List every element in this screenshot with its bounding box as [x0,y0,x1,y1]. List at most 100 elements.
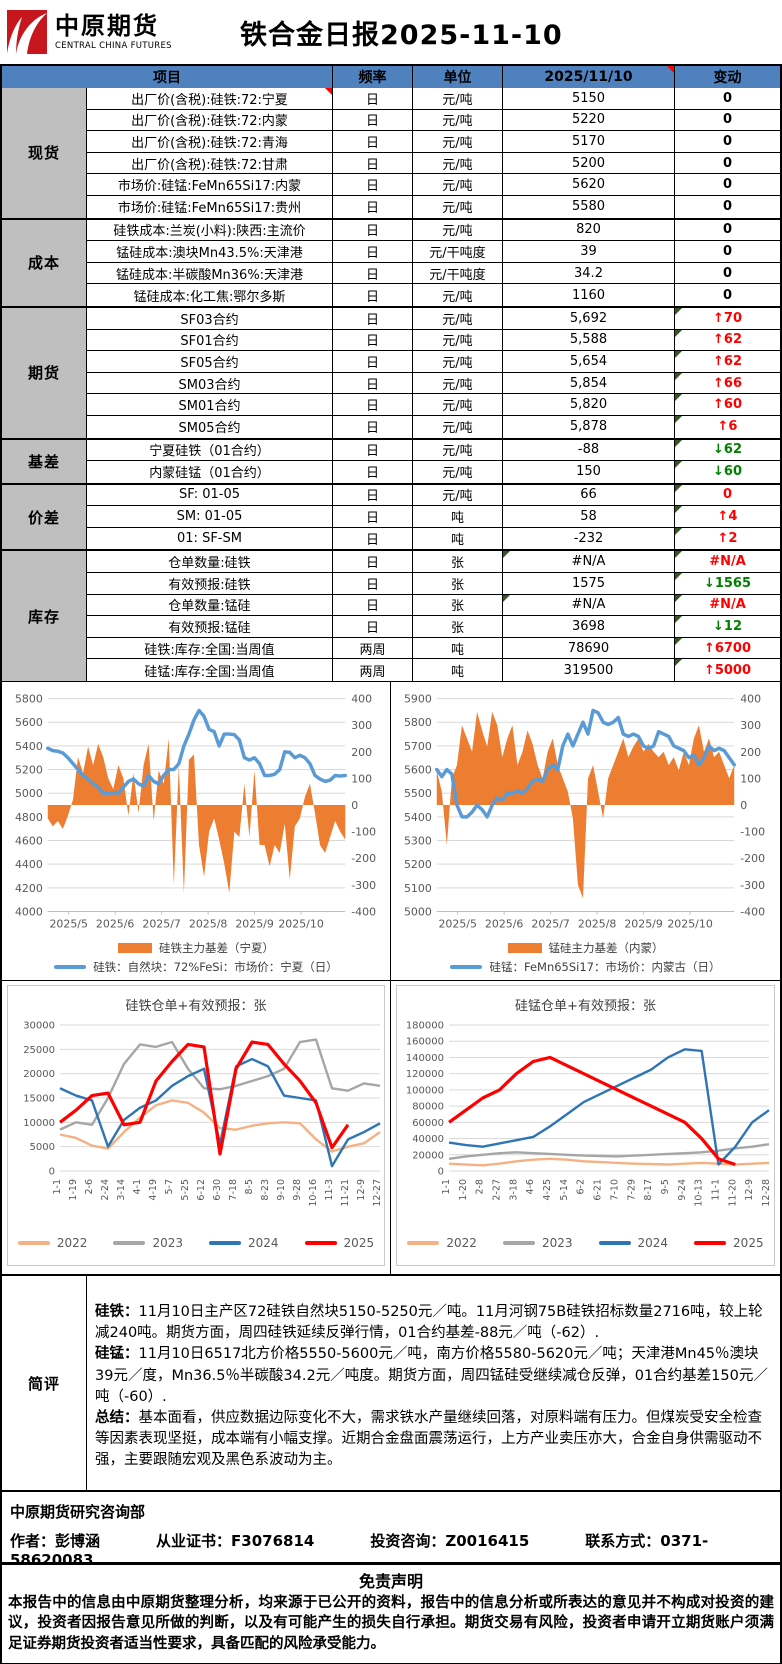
change-cell: 0 [722,222,733,238]
change-cell: 0 [722,199,733,215]
unit-cell: 元/吨 [413,394,503,415]
svg-text:0: 0 [49,1167,55,1178]
table-group: 期货 SF03合约日元/吨 5,692 ↑70 SF01合约日元/吨 5,588 ↑62 SF… [2,307,780,440]
svg-text:4400: 4400 [15,858,43,871]
legend-swatch-icon [304,1241,337,1246]
table-row: 出厂价(含税):硅铁:72:内蒙日元/吨 5220 0 [87,109,780,132]
svg-text:3-18: 3-18 [508,1179,519,1201]
svg-text:15000: 15000 [23,1094,55,1105]
table-group: 价差 SF: 01-05 日元/吨 66 0 SM: 01-05 日吨 58 ↑4 01: SF-… [2,484,780,552]
unit-cell: 元/吨 [413,109,503,131]
frequency-cell: 日 [333,484,413,506]
table-header: 项目 频率 单位 2025/11/10 变动 [2,66,780,88]
svg-text:120000: 120000 [406,1069,444,1080]
frequency-cell: 日 [333,551,413,573]
svg-text:0: 0 [351,799,358,812]
comment-paragraph: 总结：基本面看，供应数据边际变化不大，需求铁水产量继续回落，对原料端有压力。但煤… [95,1409,762,1469]
svg-text:100000: 100000 [406,1085,444,1096]
value-cell: 1160 [503,284,675,306]
value-cell: 34.2 [503,262,675,284]
svg-text:9-28: 9-28 [292,1179,303,1201]
change-cell: ↓62 [675,439,780,461]
item-cell: SM: 01-05 [87,506,333,527]
table-row: 有效预报:硅铁日张 1575 ↓1565 [87,573,780,595]
svg-text:6-21: 6-21 [593,1179,604,1201]
change-cell: ↑6 [675,415,780,438]
unit-cell: 元/吨 [413,484,503,506]
sm-warrants-chart-plot: 0 20000 40000 60000 80000 100000 120000 140000 1… [406,1021,772,1207]
change-cell: 0 [675,484,780,506]
table-row: 01: SF-SM 日吨 -232 ↑2 [87,527,780,550]
svg-text:11-21: 11-21 [340,1179,351,1207]
table-row: SM01合约日元/吨 5,820 ↑60 [87,394,780,416]
frequency-cell: 日 [333,527,413,550]
svg-text:5800: 5800 [404,716,432,729]
svg-text:80000: 80000 [412,1102,444,1113]
frequency-cell: 日 [333,394,413,415]
svg-text:11-20: 11-20 [727,1179,738,1207]
frequency-cell: 日 [333,109,413,131]
legend-entry: 2024 [209,1236,279,1250]
table-row: 仓单数量:硅铁日张 #N/A #N/A [87,551,780,574]
frequency-cell: 日 [333,131,413,152]
change-cell: 0 [722,177,733,193]
sf-warrants-title: 硅铁仓单+有效预报：张 [125,999,267,1015]
svg-text:-300: -300 [351,879,376,892]
svg-text:5-14: 5-14 [559,1179,570,1201]
legend-label: 2024 [637,1236,669,1251]
unit-cell: 元/吨 [413,88,503,109]
svg-text:2025/7: 2025/7 [142,917,181,930]
table-row: 硅铁成本:兰炭(小料):陕西:主流价日元/吨 820 0 [87,219,780,242]
svg-text:6-12: 6-12 [196,1179,207,1201]
sm-basis-legend: 锰硅主力基差（内蒙） 硅锰：FeMn65Si17：市场价：内蒙古（日） [391,940,780,975]
legend-label: 硅铁：自然块：72%FeSi：市场价：宁夏（日） [93,960,338,975]
svg-text:12-9: 12-9 [744,1179,755,1201]
table-row: SF: 01-05 日元/吨 66 0 [87,484,780,507]
unit-cell: 元/干吨度 [413,241,503,262]
chart-sm-basis: 5000 5100 5200 5300 5400 5500 5600 5700 5800 5900… [391,682,780,982]
value-cell: #N/A [503,551,675,573]
svg-text:1-1: 1-1 [52,1179,63,1195]
unit-cell: 元/吨 [413,195,503,218]
value-cell: 5,820 [503,394,675,415]
sf-warrants-chart-plot: 0 5000 10000 15000 20000 25000 30000 1-1 1-19 2-6… [23,1021,383,1207]
value-cell: 5220 [503,109,675,131]
charts-grid: 4000 4200 4400 4600 4800 5000 5200 5400 5600 5800… [2,681,780,1275]
svg-text:1-19: 1-19 [68,1179,79,1201]
column-header-date: 2025/11/10 [503,66,675,88]
change-cell: ↑62 [675,329,780,351]
svg-text:5600: 5600 [15,716,43,729]
item-cell: 硅锰:库存:全国:当周值 [87,659,333,682]
svg-text:60000: 60000 [412,1118,444,1129]
table-group: 成本 硅铁成本:兰炭(小料):陕西:主流价日元/吨 820 0 锰硅成本:澳块Mn43.… [2,219,780,308]
svg-text:20000: 20000 [412,1150,444,1161]
svg-text:2025/10: 2025/10 [278,917,323,930]
value-cell: 5170 [503,131,675,152]
report-header: 中原期货 CENTRAL CHINA FUTURES 铁合金日报2025-11-… [0,0,782,64]
svg-text:5400: 5400 [15,740,43,753]
svg-text:5000: 5000 [15,787,43,800]
svg-text:6-2: 6-2 [576,1179,587,1195]
group-label: 基差 [2,439,87,483]
legend-entry: 2022 [407,1236,477,1250]
sf-basis-chart-plot: 4000420044004600480050005200540056005800… [15,693,376,931]
svg-text:2025/5: 2025/5 [438,917,476,930]
value-cell: 5620 [503,174,675,195]
change-cell: 0 [722,155,733,171]
disclaimer: 免责声明 本报告中的信息由中原期货整理分析，均来源于已公开的资料，报告中的信息分… [2,1562,780,1663]
svg-text:8-17: 8-17 [643,1179,654,1201]
frequency-cell: 日 [333,616,413,637]
value-cell: #N/A [503,594,675,616]
change-cell: #N/A [675,594,780,616]
svg-text:7-18: 7-18 [228,1179,239,1201]
sf-warrants-legend: 2022 2023 2024 2025 [8,1236,384,1250]
svg-text:300: 300 [351,719,372,732]
chart-sm-warrants: 硅锰仓单+有效预报：张 0 20000 40000 60000 80000 100000 1… [391,981,780,1274]
svg-text:180000: 180000 [406,1021,444,1032]
item-cell: SF: 01-05 [87,484,333,506]
company-name-cn: 中原期货 [55,11,159,41]
unit-cell: 吨 [413,637,503,659]
svg-text:4600: 4600 [15,835,43,848]
frequency-cell: 日 [333,88,413,109]
svg-text:2-24: 2-24 [100,1179,111,1201]
